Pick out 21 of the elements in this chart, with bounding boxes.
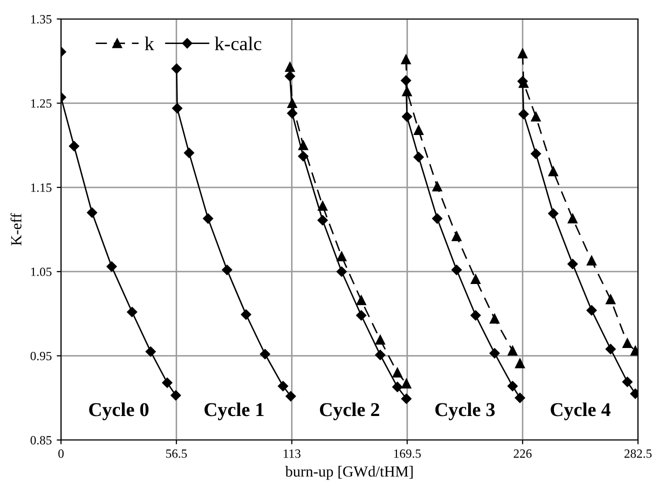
x-tick-label: 282.5 bbox=[624, 449, 652, 458]
y-tick-label: 1.25 bbox=[31, 99, 52, 108]
y-tick-label: 0.95 bbox=[30, 352, 52, 360]
annotation: Cycle 3 bbox=[435, 402, 495, 420]
y-tick-label: 0.85 bbox=[30, 436, 52, 445]
annotation: Cycle 0 bbox=[89, 402, 148, 420]
annotation: Cycle 1 bbox=[204, 402, 264, 420]
y-tick-label: 1.35 bbox=[31, 15, 52, 24]
legend-label: k bbox=[144, 36, 154, 50]
x-tick-label: 56.5 bbox=[166, 449, 187, 458]
x-tick-label: 0 bbox=[58, 449, 64, 458]
annotation: Cycle 2 bbox=[320, 402, 380, 420]
x-tick-label: 169.5 bbox=[394, 449, 421, 458]
x-tick-label: 113 bbox=[284, 449, 300, 458]
y-tick-label: 1.15 bbox=[31, 183, 52, 192]
y-tick-label: 1.05 bbox=[31, 268, 52, 276]
x-tick-label: 226 bbox=[514, 449, 532, 458]
y-axis-title: K-eff bbox=[10, 213, 22, 246]
x-axis-title: burn-up [GWd/tHM] bbox=[285, 466, 413, 480]
annotation: Cycle 4 bbox=[550, 402, 610, 420]
legend-label: k-calc bbox=[214, 36, 262, 50]
